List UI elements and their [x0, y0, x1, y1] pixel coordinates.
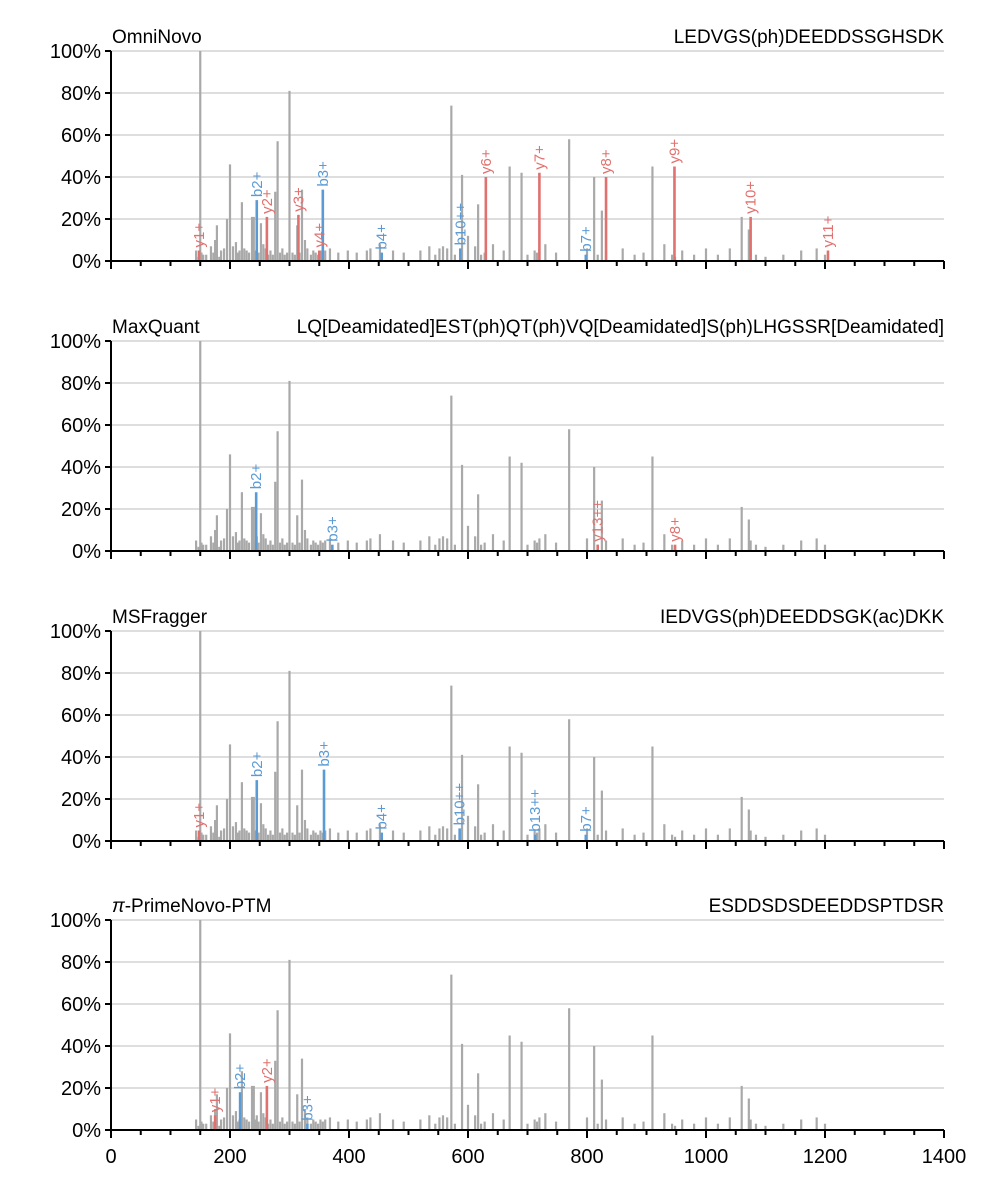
b-ion-label: b3+ [324, 516, 341, 542]
b-ion-label: b3+ [299, 1095, 316, 1121]
b-ion-label: b2+ [248, 464, 265, 490]
b-ion-label: b2+ [249, 171, 266, 197]
method-title: OmniNovo [112, 27, 202, 48]
b-ion-label: b2+ [249, 751, 266, 777]
y-ion-label: y7+ [531, 145, 548, 170]
x-tick-label: 600 [451, 1146, 484, 1168]
b-ion-label: b3+ [316, 741, 333, 767]
y-tick-label: 40% [61, 167, 101, 189]
x-tick-label: 1400 [922, 1146, 967, 1168]
y-tick-label: 40% [61, 457, 101, 479]
y-tick-label: 40% [61, 747, 101, 769]
x-tick-label: 0 [105, 1146, 116, 1168]
b-ion-label: b10++ [452, 783, 469, 826]
spectrum-panel: b2+ b3+ y13++ y8+ 0% 20% 40% 60% 80% 100% MaxQuant… [50, 317, 945, 563]
y-tick-label: 100% [50, 621, 101, 643]
b-ion-label: b4+ [374, 224, 391, 250]
x-tick-label: 1000 [684, 1146, 729, 1168]
b-ion-label: b7+ [578, 806, 595, 832]
b-ion-label: b10++ [452, 203, 469, 246]
b-ion-label: b13++ [527, 789, 544, 832]
y-ion-label: y13++ [590, 500, 607, 542]
y-tick-label: 20% [61, 789, 101, 811]
y-ion-label: y9+ [666, 139, 683, 164]
b-ion-label: b2+ [232, 1064, 249, 1090]
x-tick-label: 200 [213, 1146, 246, 1168]
y-tick-label: 60% [61, 125, 101, 147]
y-ion-label: y2+ [259, 1058, 276, 1083]
method-title-symbol: π [112, 896, 126, 917]
y-tick-label: 80% [61, 373, 101, 395]
y-ion-label: y1+ [191, 223, 208, 248]
y-ion-label: y11+ [820, 215, 837, 247]
y-tick-label: 100% [50, 910, 101, 932]
y-ion-label: y10+ [743, 181, 760, 214]
y-tick-label: 20% [61, 499, 101, 521]
method-title-rest: -PrimeNovo-PTM [125, 896, 272, 917]
y-tick-label: 0% [72, 831, 101, 853]
y-tick-label: 80% [61, 952, 101, 974]
y-tick-label: 0% [72, 251, 101, 273]
method-title: MaxQuant [112, 317, 200, 338]
y-ion-label: y2+ [259, 189, 276, 214]
x-tick-label: 400 [332, 1146, 365, 1168]
y-tick-label: 60% [61, 994, 101, 1016]
x-tick-label: 1200 [803, 1146, 848, 1168]
b-ion-label: b7+ [578, 226, 595, 252]
y-tick-label: 0% [72, 541, 101, 563]
y-tick-label: 60% [61, 415, 101, 437]
y-ion-label: y1+ [207, 1087, 224, 1112]
b-ion-label: b3+ [315, 161, 332, 187]
y-tick-label: 0% [72, 1120, 101, 1142]
b-ion-label: b4+ [374, 804, 391, 830]
y-tick-label: 100% [50, 331, 101, 353]
y-ion-label: y4+ [311, 223, 328, 248]
spectrum-panel: y1+ b2+y2+ y3+ b3+ y4+ b4+ b10++ y6+ y7+ b7+ y8+ y9… [50, 27, 945, 273]
y-tick-label: 20% [61, 209, 101, 231]
spectrum-panel: y1+ b2+ y2+ b3+ 0% 20% 40% 60% 80% 100% 0 200 400 600… [50, 896, 966, 1168]
y-ion-label: y3+ [290, 187, 307, 212]
method-title: π-PrimeNovo-PTM [112, 896, 271, 917]
y-tick-label: 60% [61, 705, 101, 727]
spectrum-panel: y1+ b2+ b3+ b4+ b10++ b13++ b7+ 0% 20% 40% 60% 80% 1… [50, 607, 945, 853]
y-tick-label: 20% [61, 1078, 101, 1100]
y-ion-label: y8+ [667, 517, 684, 542]
peptide-sequence: LEDVGS(ph)DEEDDSSGHSDK [674, 27, 945, 48]
y-ion-label: y1+ [191, 803, 208, 828]
x-tick-label: 800 [570, 1146, 603, 1168]
peptide-sequence: ESDDSDSDEEDDSPTDSR [709, 896, 944, 917]
peptide-sequence: LQ[Deamidated]EST(ph)QT(ph)VQ[Deamidated… [297, 317, 944, 338]
y-tick-label: 80% [61, 663, 101, 685]
y-ion-label: y8+ [598, 149, 615, 174]
y-tick-label: 100% [50, 41, 101, 63]
y-tick-label: 80% [61, 83, 101, 105]
y-tick-label: 40% [61, 1036, 101, 1058]
peptide-sequence: IEDVGS(ph)DEEDDSGK(ac)DKK [660, 607, 944, 628]
y-ion-label: y6+ [478, 149, 495, 174]
method-title: MSFragger [112, 607, 208, 628]
